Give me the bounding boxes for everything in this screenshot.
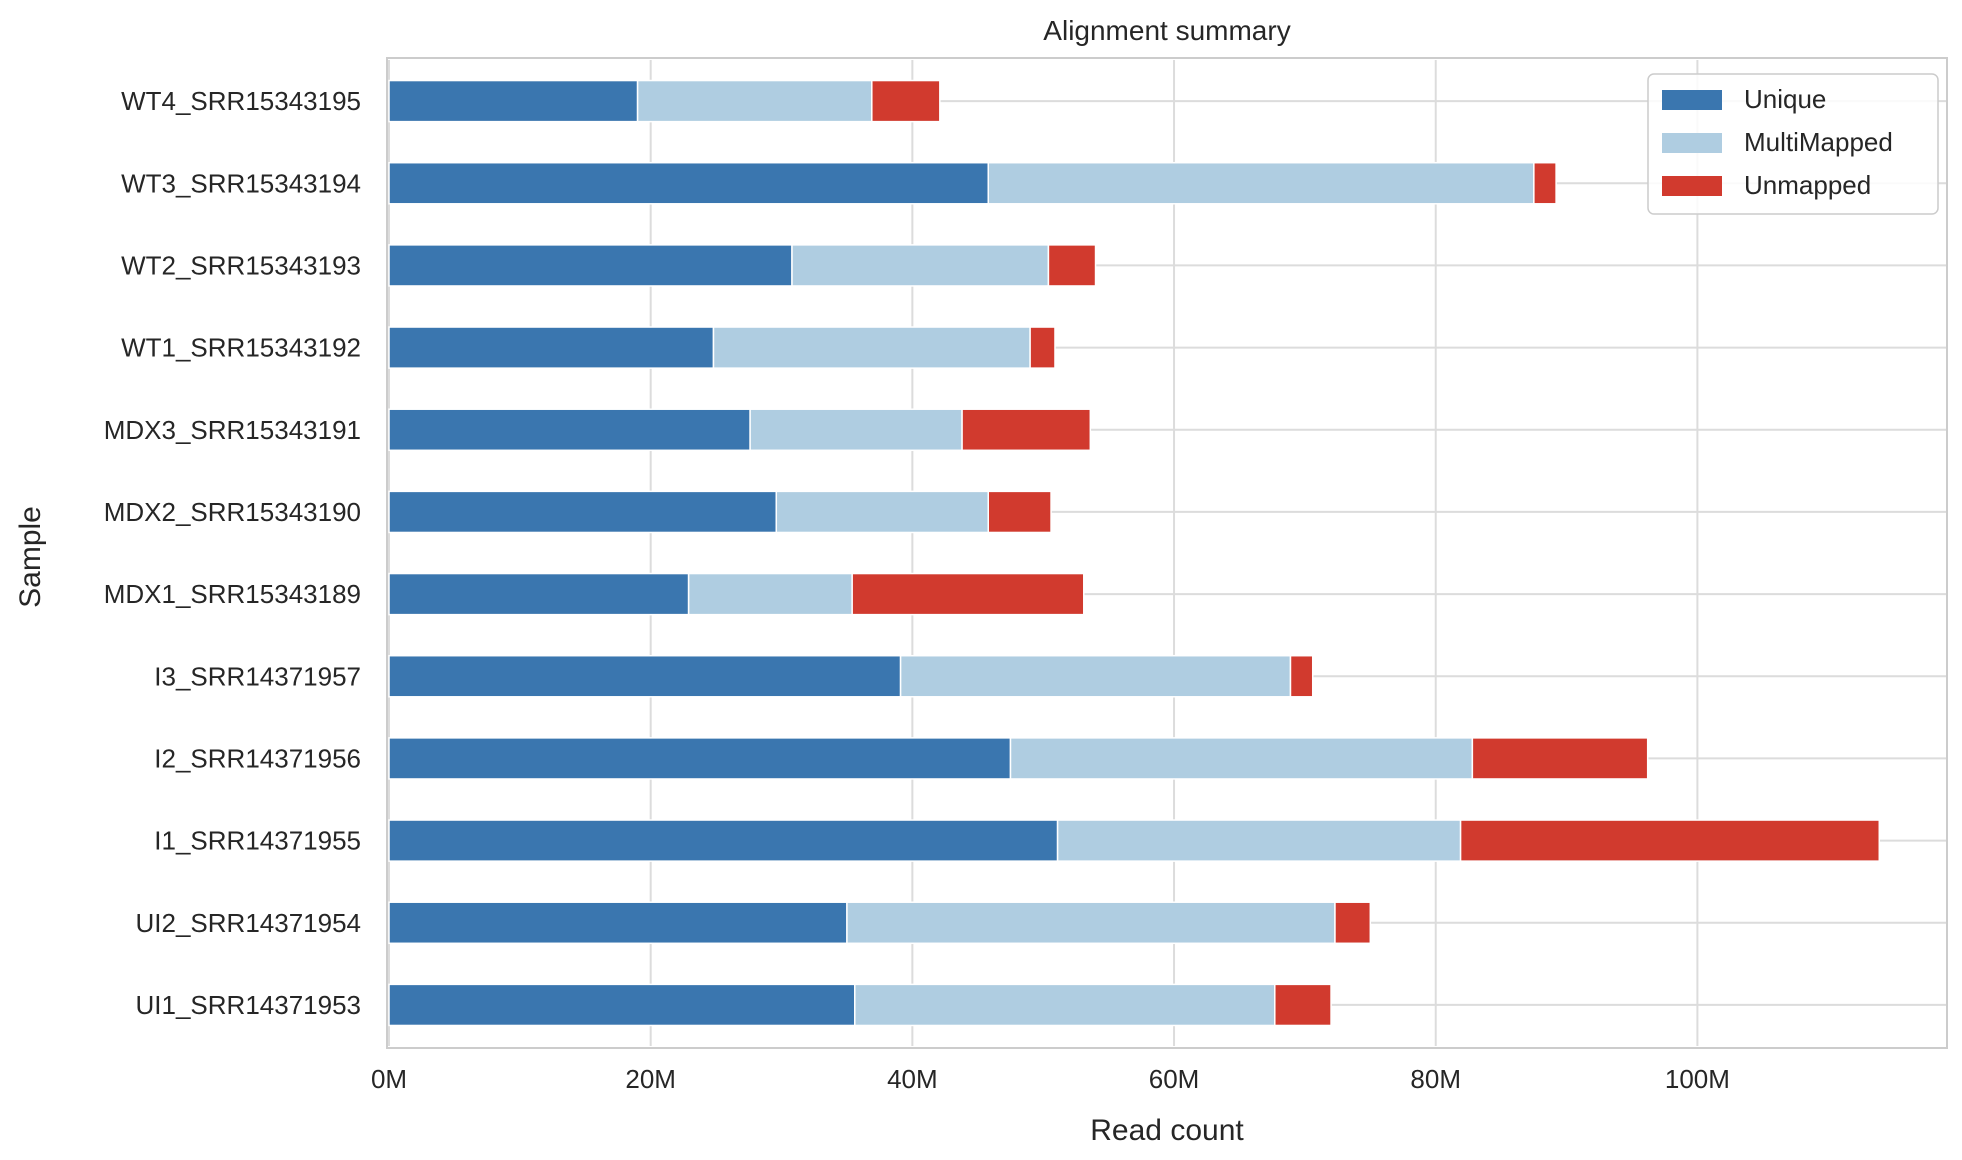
bar-unmapped-segment: [1289, 654, 1314, 698]
bar-multimapped-segment: [712, 326, 1031, 369]
bar-unmapped-segment: [1029, 326, 1056, 369]
bar-multimapped-segment: [791, 244, 1050, 287]
bar-unique-segment: [388, 326, 715, 369]
y-tick-label: I1_SRR14371955: [154, 826, 361, 856]
x-axis-label: Read count: [1090, 1114, 1244, 1147]
bar-unique-segment: [388, 819, 1059, 862]
bar-multimapped-segment: [846, 901, 1336, 945]
legend-label-unmapped: Unmapped: [1744, 170, 1871, 200]
y-tick-label: WT1_SRR15343192: [121, 333, 361, 363]
bar-unique-segment: [388, 408, 751, 452]
bar-multimapped-segment: [899, 654, 1292, 698]
bar-multimapped-segment: [1056, 819, 1462, 862]
bar-multimapped-segment: [636, 79, 873, 123]
plot-frame: [386, 57, 1948, 1049]
bar-unmapped-segment: [851, 572, 1085, 616]
legend-swatch-unmapped: [1662, 176, 1722, 196]
bar-unmapped-segment: [1274, 983, 1332, 1027]
y-tick-label: UI1_SRR14371953: [136, 990, 362, 1020]
bar-unmapped-segment: [1471, 737, 1649, 780]
y-tick-labels: WT4_SRR15343195 WT3_SRR15343194 WT2_SRR153…: [104, 86, 361, 1020]
y-tick-label: WT2_SRR15343193: [121, 250, 361, 280]
bar-unmapped-segment: [987, 490, 1052, 534]
bar-multimapped-segment: [1009, 737, 1474, 780]
legend-label-unique: Unique: [1744, 84, 1826, 114]
y-tick-label: MDX1_SRR15343189: [104, 579, 361, 609]
y-tick-label: UI2_SRR14371954: [136, 908, 362, 938]
bar-unique-segment: [388, 490, 778, 534]
y-tick-label: MDX2_SRR15343190: [104, 497, 361, 527]
bar-unmapped-segment: [871, 79, 941, 123]
bar-unique-segment: [388, 161, 989, 205]
bar-unmapped-segment: [1459, 819, 1881, 862]
stacked-bars: [388, 79, 1881, 1027]
bar-unique-segment: [388, 737, 1012, 780]
bar-unique-segment: [388, 244, 793, 287]
bar-multimapped-segment: [987, 161, 1535, 205]
x-tick-label: 80M: [1410, 1064, 1461, 1094]
bar-unique-segment: [388, 572, 690, 616]
legend-label-multimapped: MultiMapped: [1744, 127, 1893, 157]
bar-multimapped-segment: [775, 490, 989, 534]
x-tick-label: 0M: [371, 1064, 407, 1094]
y-tick-label: WT4_SRR15343195: [121, 86, 361, 116]
bar-multimapped-segment: [687, 572, 853, 616]
y-tick-label: I2_SRR14371956: [154, 743, 361, 773]
x-tick-label: 100M: [1665, 1064, 1730, 1094]
chart-title: Alignment summary: [1043, 15, 1290, 46]
bar-unmapped-segment: [1047, 244, 1097, 287]
legend-swatch-unique: [1662, 90, 1722, 110]
bar-unique-segment: [388, 983, 856, 1027]
bar-unmapped-segment: [1533, 161, 1557, 205]
bar-unmapped-segment: [961, 408, 1092, 452]
bar-unique-segment: [388, 901, 848, 945]
bar-unique-segment: [388, 79, 639, 123]
y-tick-label: MDX3_SRR15343191: [104, 415, 361, 445]
y-tick-label: I3_SRR14371957: [154, 661, 361, 691]
x-tick-label: 20M: [625, 1064, 676, 1094]
y-tick-label: WT3_SRR15343194: [121, 168, 361, 198]
x-tick-label: 40M: [887, 1064, 938, 1094]
x-tick-labels: 0M 20M 40M 60M 80M 100M: [371, 1064, 1730, 1094]
bar-multimapped-segment: [854, 983, 1276, 1027]
bar-unmapped-segment: [1334, 901, 1372, 945]
bar-unique-segment: [388, 654, 902, 698]
legend-swatch-multimapped: [1662, 133, 1722, 153]
y-axis-label: Sample: [14, 506, 47, 608]
bar-multimapped-segment: [749, 408, 963, 452]
x-tick-label: 60M: [1149, 1064, 1200, 1094]
legend: Unique MultiMapped Unmapped: [1647, 73, 1939, 215]
